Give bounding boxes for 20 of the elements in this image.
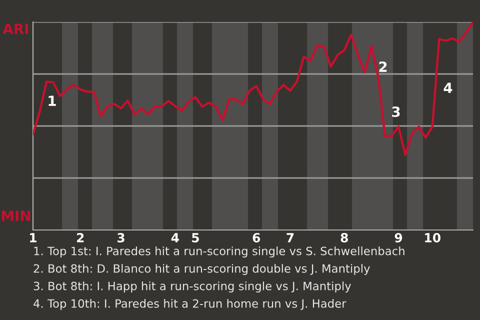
annotation: 3 — [392, 106, 400, 118]
x-tick-label: 7 — [286, 233, 294, 242]
x-tick-label: 10 — [425, 233, 440, 242]
text: 1. Top 1st: I. Paredes hit a run-scoring single vs S. Schwellenbach — [34, 246, 404, 258]
text: 3. Bot 8th: I. Happ hit a run-scoring single vs J. Mantiply — [34, 281, 352, 293]
text: MIN — [2, 210, 30, 221]
x-tick-label: 8 — [340, 233, 348, 242]
text: ARI — [2, 24, 28, 34]
annotation: 2 — [379, 62, 387, 72]
text: 2. Bot 8th: D. Blanco hit a run-scoring double vs J. Mantiply — [34, 264, 370, 276]
x-tick-label: 2 — [77, 233, 84, 242]
text: 4. Top 10th: I. Paredes hit a 2-run home run vs J. Hader — [34, 298, 346, 310]
x-tick-label: 3 — [117, 233, 124, 242]
x-tick-label: 5 — [192, 233, 199, 242]
annotation: 4 — [444, 82, 452, 93]
x-tick-label: 6 — [252, 233, 260, 242]
annotation: 1 — [48, 96, 56, 106]
x-tick-label: 1 — [30, 233, 36, 242]
x-tick-label: 9 — [394, 233, 402, 242]
x-tick-label: 4 — [171, 233, 179, 242]
